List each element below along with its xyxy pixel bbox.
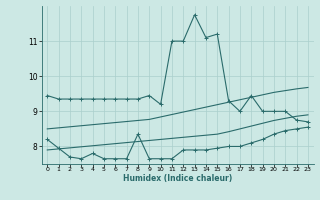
X-axis label: Humidex (Indice chaleur): Humidex (Indice chaleur) <box>123 174 232 183</box>
